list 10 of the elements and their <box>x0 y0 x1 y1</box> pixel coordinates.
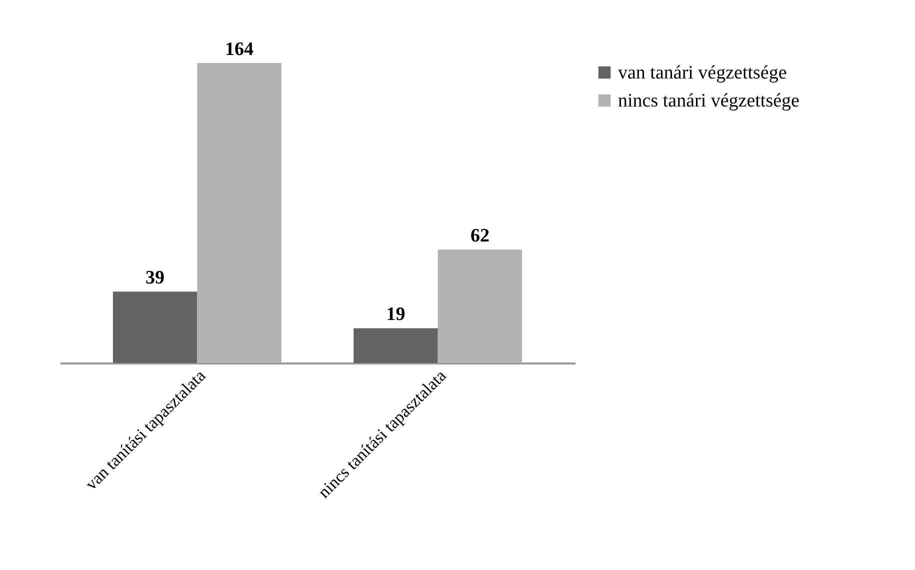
bar <box>197 63 282 363</box>
bar <box>354 328 438 363</box>
legend-label: nincs tanári végzettsége <box>618 90 800 112</box>
data-label: 164 <box>225 39 254 60</box>
bar <box>438 250 522 363</box>
bar <box>112 292 198 363</box>
data-label: 39 <box>146 268 165 289</box>
data-label: 19 <box>386 304 406 326</box>
legend-label: van tanári végzettsége <box>618 62 787 84</box>
data-label: 62 <box>470 226 490 247</box>
